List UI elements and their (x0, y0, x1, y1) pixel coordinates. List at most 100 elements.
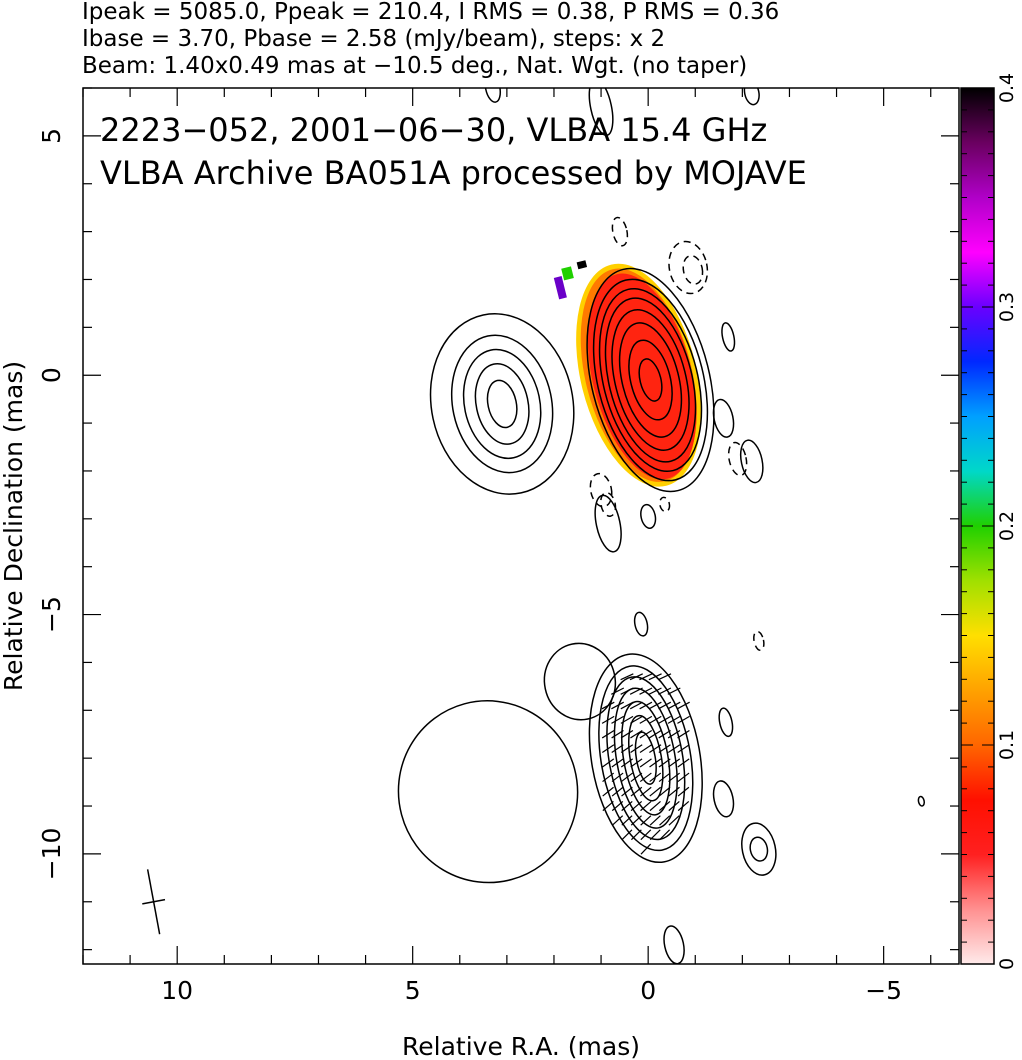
pol-vector (630, 744, 643, 753)
pol-vector (639, 744, 652, 753)
island-13 (594, 494, 622, 553)
pol-vector (602, 786, 614, 797)
pol-vector (648, 701, 662, 710)
upper-core-contour-6 (598, 287, 703, 473)
island-18 (543, 642, 617, 721)
pol-vector (611, 786, 624, 797)
island-20 (712, 780, 735, 818)
island-16 (633, 611, 649, 637)
pol-vector (620, 744, 634, 753)
upper-core-contour-3 (618, 322, 683, 438)
pol-vector (639, 772, 652, 783)
axis-ticks (82, 87, 959, 964)
pol-vector-field (601, 673, 690, 855)
pol-vector (621, 829, 633, 841)
pol-vector (649, 815, 661, 826)
upper-core-contour-1 (638, 358, 663, 402)
pol-vector (639, 730, 653, 739)
pol-vector (620, 758, 634, 768)
pol-vector (649, 829, 661, 841)
pol-vector (677, 800, 690, 812)
pol-vector (621, 786, 633, 797)
beam-minor-axis (142, 898, 166, 905)
pol-vector (667, 715, 681, 724)
pol-vector (621, 800, 633, 812)
pol-vector (640, 843, 652, 855)
pol-vector (659, 815, 671, 826)
y-axis-label: Relative Declination (mas) (0, 361, 28, 691)
pol-vector (667, 730, 681, 739)
negative-island-17 (753, 630, 765, 652)
pol-vector (639, 687, 653, 695)
pol-vector (649, 758, 662, 768)
axis-tick-labels: 10 5 0 −5 5 0 −5 −10 (37, 128, 902, 1005)
pol-vector (659, 829, 671, 841)
pol-vector (611, 730, 624, 739)
island-19 (718, 707, 734, 738)
pol-fraction-core (587, 273, 697, 480)
pol-vector (611, 772, 624, 783)
pol-vector (629, 701, 643, 710)
colorbar-tick-label: 0.4 (996, 73, 1018, 103)
pol-vector (649, 772, 662, 783)
pol-vector (668, 786, 680, 797)
pol-vector (658, 758, 671, 768)
lower-core-contour-5 (606, 676, 686, 841)
plot-content (142, 88, 926, 964)
pol-vector (602, 772, 615, 783)
pol-vector (630, 758, 643, 768)
upper-core-contour-4 (611, 309, 690, 451)
x-tick-label: 0 (640, 976, 656, 1005)
pol-fraction-edge-violet (553, 276, 567, 300)
pol-vector (601, 715, 615, 724)
pol-vector (677, 730, 690, 739)
upper-core-contour-5 (604, 297, 697, 463)
pol-vector (658, 800, 671, 812)
pol-vector (630, 786, 643, 797)
island-24 (663, 925, 685, 964)
island-22 (741, 822, 777, 876)
pol-vector (620, 673, 634, 681)
pol-vector (639, 758, 652, 768)
pol-vector (668, 772, 680, 783)
pol-vector (611, 701, 624, 710)
pol-vector (668, 758, 681, 768)
negative-island-15 (659, 496, 671, 513)
y-tick-label: 5 (37, 128, 66, 144)
x-tick-label: −5 (865, 976, 902, 1005)
island-7 (721, 322, 736, 352)
negative-island-5 (668, 240, 709, 295)
island-8 (712, 398, 735, 438)
pol-vector (658, 744, 671, 753)
pol-vector (630, 715, 643, 724)
pol-vector (648, 730, 662, 739)
pol-vector (602, 800, 614, 812)
colorbar-tick-label: 0 (996, 958, 1018, 970)
pol-vector (649, 786, 662, 797)
x-axis-label: Relative R.A. (mas) (402, 1032, 640, 1060)
upper-core-contour-2 (628, 339, 673, 421)
island-3 (743, 88, 760, 106)
pol-vector (601, 730, 615, 739)
pol-vector (620, 715, 634, 724)
lower-core-contour-7 (588, 653, 703, 864)
upper-west-contour-2 (474, 363, 530, 445)
negative-island-11 (589, 472, 613, 508)
pol-vector (611, 800, 624, 812)
upper-west-contour-3 (462, 348, 542, 460)
pol-vector (640, 800, 652, 812)
pol-vector (677, 715, 690, 724)
pol-vector (629, 673, 643, 681)
pol-vector (601, 744, 615, 753)
beam-marker (142, 869, 166, 935)
island-21 (749, 836, 769, 862)
x-tick-label: 5 (405, 976, 421, 1005)
header-line-3: Beam: 1.40x0.49 mas at −10.5 deg., Nat. … (82, 53, 747, 79)
pol-vector (649, 800, 661, 812)
pol-vector (677, 758, 690, 768)
pol-vector (640, 786, 652, 797)
pol-vector (658, 730, 671, 739)
pol-vector (658, 701, 672, 710)
upper-west-contour-5 (429, 313, 575, 495)
pol-vector (648, 687, 662, 695)
